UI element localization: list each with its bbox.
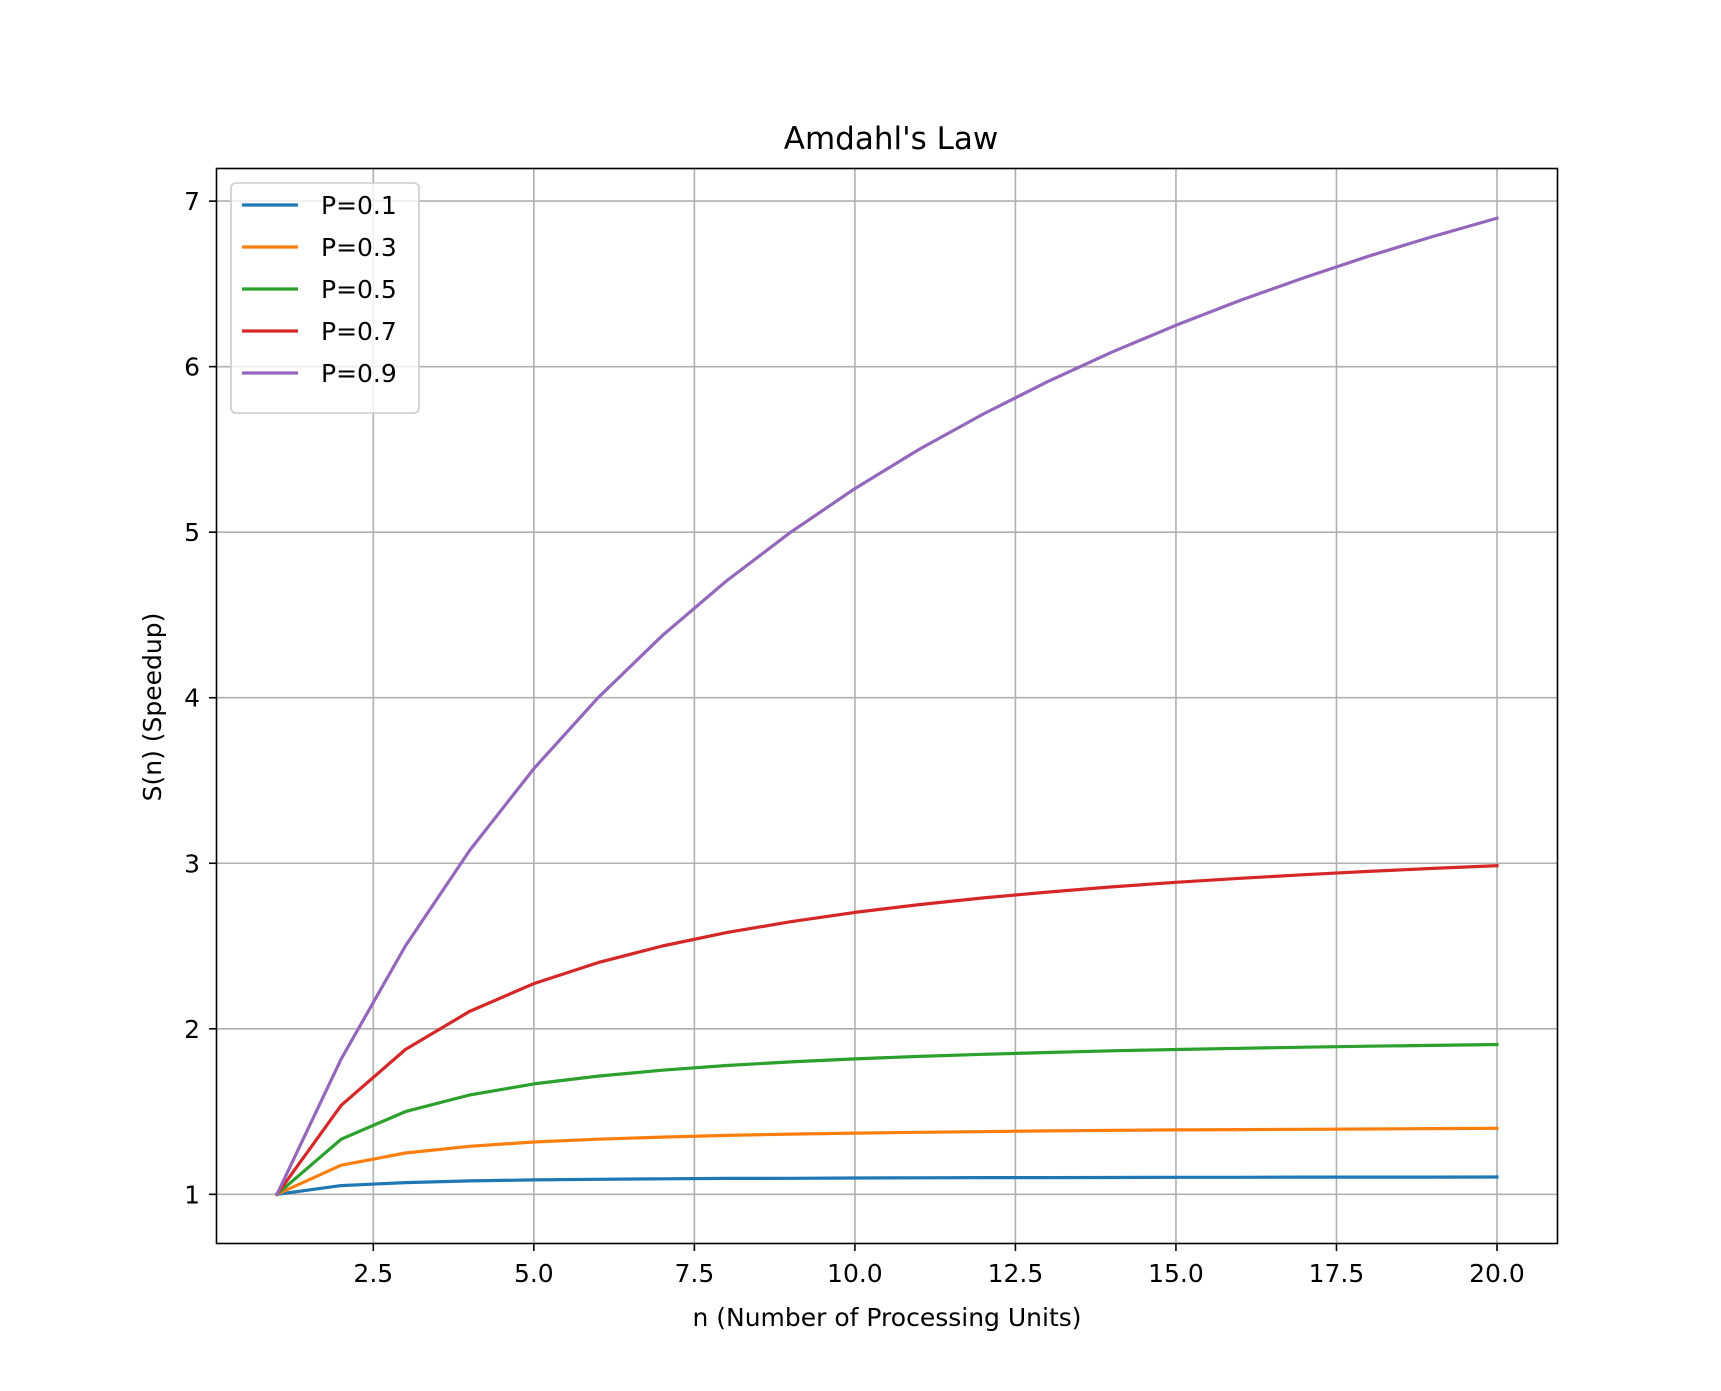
grid bbox=[216, 168, 1558, 1244]
y-tick-label: 2 bbox=[184, 1015, 200, 1044]
legend-label: P=0.3 bbox=[321, 233, 397, 262]
x-tick-label: 2.5 bbox=[353, 1259, 393, 1288]
legend-label: P=0.1 bbox=[321, 191, 397, 220]
y-tick-label: 7 bbox=[184, 187, 200, 216]
series-lines bbox=[274, 216, 1499, 1197]
x-tick-label: 7.5 bbox=[674, 1259, 714, 1288]
x-tick-label: 10.0 bbox=[827, 1259, 883, 1288]
y-tick-label: 6 bbox=[184, 353, 200, 382]
legend-label: P=0.5 bbox=[321, 275, 397, 304]
x-tick-label: 5.0 bbox=[514, 1259, 554, 1288]
series-line-p-0-7 bbox=[274, 864, 1499, 1197]
y-tick-label: 5 bbox=[184, 518, 200, 547]
y-axis-label: S(n) (Speedup) bbox=[138, 613, 167, 802]
x-tick-label: 17.5 bbox=[1309, 1259, 1365, 1288]
series-line-p-0-3 bbox=[274, 1126, 1499, 1197]
x-tick-label: 12.5 bbox=[988, 1259, 1044, 1288]
x-axis-label: n (Number of Processing Units) bbox=[692, 1303, 1081, 1332]
legend-box bbox=[230, 182, 420, 414]
legend: P=0.1 P=0.3 P=0.5 P=0.7 P=0.9 bbox=[230, 182, 420, 414]
x-tick-label: 20.0 bbox=[1469, 1259, 1525, 1288]
plot-frame bbox=[215, 167, 1559, 1245]
series-line-p-0-9 bbox=[274, 216, 1499, 1197]
legend-label: P=0.7 bbox=[321, 317, 397, 346]
y-tick-label: 3 bbox=[184, 849, 200, 878]
chart-title: Amdahl's Law bbox=[784, 121, 999, 157]
y-tick-label: 4 bbox=[184, 684, 200, 713]
x-axis: 2.5 5.0 7.5 10.0 12.5 15.0 17.5 20.0 bbox=[353, 1244, 1525, 1288]
series-line-p-0-5 bbox=[274, 1042, 1499, 1197]
series-line-p-0-1 bbox=[275, 1175, 1499, 1197]
x-tick-label: 15.0 bbox=[1148, 1259, 1204, 1288]
legend-label: P=0.9 bbox=[321, 359, 397, 388]
y-tick-label: 1 bbox=[184, 1180, 200, 1209]
plot-area bbox=[216, 168, 1558, 1244]
y-axis: 1 2 3 4 5 6 7 bbox=[184, 187, 216, 1209]
